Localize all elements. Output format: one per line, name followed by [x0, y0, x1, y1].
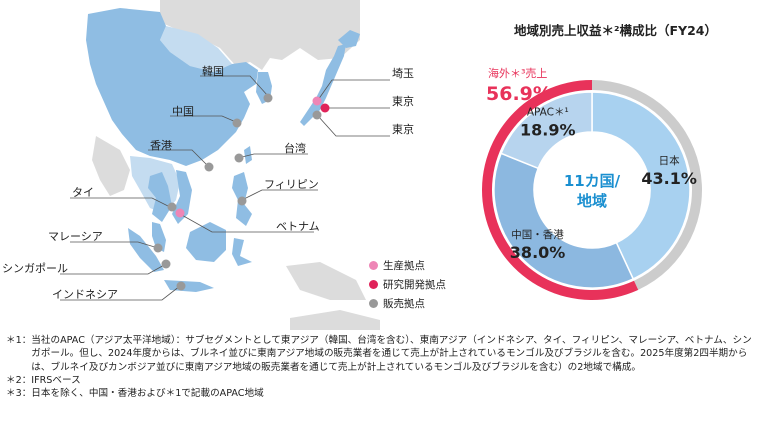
- leader-saitama: [317, 79, 390, 101]
- center-label-line1: 11カ国/: [564, 172, 621, 190]
- outer-slice-label: 海外＊³売上: [488, 66, 547, 80]
- footnote-mark: ＊2：: [6, 374, 32, 386]
- leader-hongkong: [148, 149, 209, 167]
- label-taiwan: 台湾: [284, 142, 306, 155]
- footnote: ＊2： IFRSベース: [6, 374, 756, 387]
- map-southasia-region: [92, 136, 130, 196]
- map-thai-vietnam-region: [148, 172, 172, 222]
- footnote: ＊1： 当社のAPAC（アジア太平洋地域）：サブセグメントとして東アジア（韓国、台…: [6, 334, 756, 374]
- inner-slice-value: 43.1%: [641, 169, 697, 188]
- site-legend: 生産拠点研究開発拠点 販売拠点: [369, 256, 446, 313]
- label-vietnam: ベトナム: [276, 220, 320, 233]
- leader-thailand: [70, 197, 173, 209]
- leader-taiwan: [237, 153, 308, 159]
- label-hongkong: 香港: [150, 139, 172, 152]
- map-taiwan-region: [244, 146, 252, 164]
- map-china-region: [86, 8, 258, 166]
- outer-slice-value: 56.9%: [486, 83, 552, 105]
- legend-item: 販売拠点: [369, 294, 446, 313]
- leader-korea: [200, 75, 269, 97]
- map-papua-region: [286, 262, 366, 300]
- inner-slice-label: APAC＊¹: [527, 107, 569, 119]
- marker-korea: [263, 93, 273, 103]
- legend-dot-icon: [369, 261, 378, 270]
- map-australia-region: [290, 310, 380, 330]
- inner-slice-label: 中国・香港: [511, 228, 564, 241]
- chart-title: 地域別売上収益＊²構成比（FY24）: [514, 23, 717, 38]
- marker-singapore: [161, 259, 171, 269]
- label-philippines: フィリピン: [264, 178, 319, 191]
- map-sumatra-region: [128, 228, 164, 272]
- legend-dot-icon: [369, 299, 378, 308]
- legend-item: 研究開発拠点: [369, 275, 446, 294]
- label-china: 中国: [172, 105, 194, 118]
- footnote: ＊3： 日本を除く、中国・香港および＊1で記載のAPAC地域: [6, 387, 756, 400]
- marker-tokyo-sales: [312, 110, 322, 120]
- label-thailand: タイ: [72, 186, 94, 199]
- legend-label: 販売拠点: [383, 298, 425, 310]
- outer-slice-japan: [592, 80, 702, 290]
- marker-tokyo-rd: [320, 103, 330, 113]
- marker-thailand: [167, 202, 177, 212]
- marker-indonesia: [176, 281, 186, 291]
- map-borneo-region: [186, 222, 226, 262]
- label-indonesia: インドネシア: [52, 288, 118, 301]
- inner-slice-value: 18.9%: [520, 121, 576, 140]
- revenue-donut-chart: 11カ国/地域 日本 43.1% 中国・香港 38.0% APAC＊¹ 18.9% 海外＊³売…: [481, 66, 702, 300]
- leader-china: [170, 115, 237, 123]
- center-label-line2: 地域: [577, 192, 607, 210]
- marker-saitama: [312, 96, 322, 106]
- label-korea: 韓国: [202, 65, 224, 78]
- map-mongolia-region: [160, 26, 232, 72]
- leader-philippines: [241, 189, 318, 201]
- footnote-mark: ＊1：: [6, 335, 32, 346]
- footnote-text: 日本を除く、中国・香港および＊1で記載のAPAC地域: [31, 388, 264, 400]
- leader-malaysia: [70, 241, 159, 249]
- label-saitama: 埼玉: [392, 67, 414, 80]
- marker-taiwan: [234, 153, 244, 163]
- legend-item: 生産拠点: [369, 256, 446, 275]
- leader-tokyo-sales: [317, 115, 390, 137]
- label-tokyo-rd: 東京: [392, 95, 414, 108]
- marker-malaysia: [153, 243, 163, 253]
- label-tokyo-sales: 東京: [392, 123, 414, 136]
- legend-label: 生産拠点: [383, 260, 425, 272]
- label-malaysia: マレーシア: [48, 230, 103, 243]
- footnotes: ＊1： 当社のAPAC（アジア太平洋地域）：サブセグメントとして東アジア（韓国、台…: [6, 334, 756, 400]
- leader-vietnam: [179, 213, 314, 233]
- marker-philippines: [237, 196, 247, 206]
- inner-slice-value: 38.0%: [510, 243, 566, 262]
- legend-dot-icon: [369, 280, 378, 289]
- marker-china: [232, 118, 242, 128]
- map-hokkaido-region: [338, 30, 360, 48]
- map-japan-region: [300, 44, 346, 126]
- marker-thailand-production: [175, 208, 185, 218]
- marker-hongkong: [204, 162, 214, 172]
- footnote-text: 当社のAPAC（アジア太平洋地域）：サブセグメントとして東アジア（韓国、台湾を含…: [31, 335, 752, 373]
- asia-map: [60, 0, 390, 330]
- inner-slice-0: [591, 91, 691, 280]
- map-java-region: [164, 280, 214, 292]
- footnote-text: IFRSベース: [31, 374, 81, 386]
- inner-slice-label: 日本: [659, 154, 680, 167]
- inner-slice-2: [500, 91, 593, 170]
- legend-label: 研究開発拠点: [383, 279, 446, 291]
- label-singapore: シンガポール: [2, 262, 68, 275]
- footnote-mark: ＊3：: [6, 388, 32, 400]
- inner-slice-1: [493, 152, 635, 289]
- map-sulawesi-region: [232, 238, 252, 266]
- leader-singapore: [60, 263, 167, 275]
- leader-indonesia: [60, 285, 181, 301]
- map-russia-region: [160, 0, 360, 70]
